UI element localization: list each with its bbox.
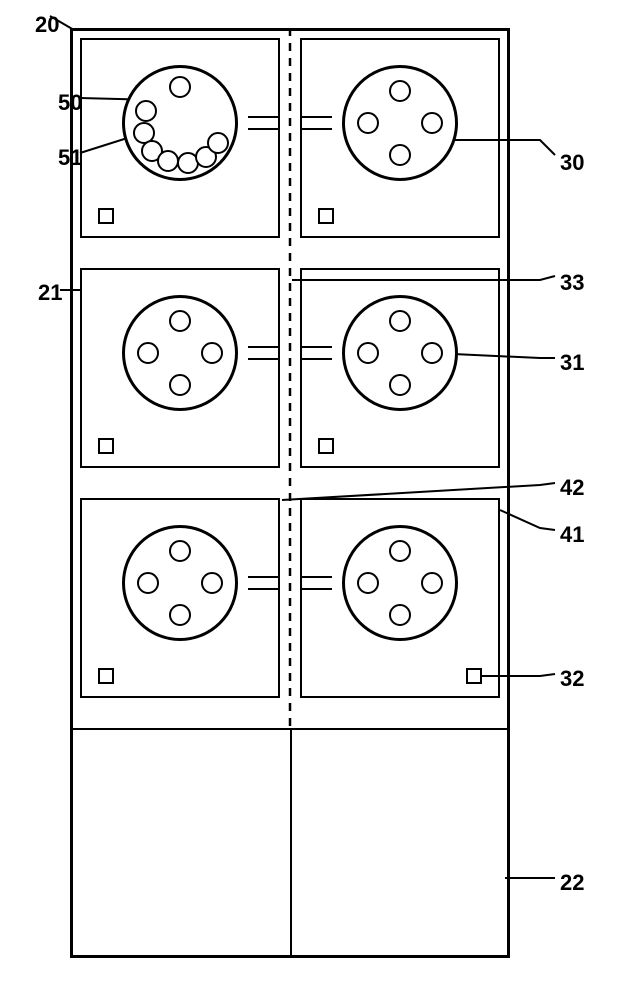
small-square-tl — [98, 208, 114, 224]
small-circle-mr-2 — [389, 374, 411, 396]
label-l20: 20 — [35, 12, 59, 38]
label-l50: 50 — [58, 90, 82, 116]
small-circle-ml-2 — [169, 374, 191, 396]
label-l22: 22 — [560, 870, 584, 896]
small-circle-ml-0 — [169, 310, 191, 332]
connector-br — [302, 576, 332, 590]
label-l41: 41 — [560, 522, 584, 548]
small-square-bl — [98, 668, 114, 684]
small-circle-tr-0 — [389, 80, 411, 102]
row-divider-bottom — [70, 728, 510, 730]
label-l33: 33 — [560, 270, 584, 296]
small-square-mr — [318, 438, 334, 454]
small-square-tr — [318, 208, 334, 224]
connector-ml — [248, 346, 278, 360]
label-l51: 51 — [58, 145, 82, 171]
small-square-ml — [98, 438, 114, 454]
small-circle-br-2 — [389, 604, 411, 626]
small-circle-tr-3 — [357, 112, 379, 134]
small-circle-bl-1 — [201, 572, 223, 594]
small-circle-mr-3 — [357, 342, 379, 364]
label-l32: 32 — [560, 666, 584, 692]
connector-tr — [302, 116, 332, 130]
small-circle-ml-3 — [137, 342, 159, 364]
connector-mr — [302, 346, 332, 360]
small-circle-mr-0 — [389, 310, 411, 332]
small-circle-tl-0 — [169, 76, 191, 98]
label-l31: 31 — [560, 350, 584, 376]
small-circle-tl-4 — [157, 150, 179, 172]
label-l42: 42 — [560, 475, 584, 501]
small-circle-br-0 — [389, 540, 411, 562]
small-circle-br-1 — [421, 572, 443, 594]
small-circle-tl-7 — [207, 132, 229, 154]
small-square-br — [466, 668, 482, 684]
small-circle-tl-1 — [135, 100, 157, 122]
small-circle-tr-2 — [389, 144, 411, 166]
connector-bl — [248, 576, 278, 590]
small-circle-ml-1 — [201, 342, 223, 364]
small-circle-tr-1 — [421, 112, 443, 134]
connector-tl — [248, 116, 278, 130]
small-circle-mr-1 — [421, 342, 443, 364]
label-l21: 21 — [38, 280, 62, 306]
lower-left-panel — [70, 728, 290, 958]
small-circle-bl-2 — [169, 604, 191, 626]
label-l30: 30 — [560, 150, 584, 176]
small-circle-bl-0 — [169, 540, 191, 562]
lower-right-panel — [290, 728, 510, 958]
small-circle-br-3 — [357, 572, 379, 594]
small-circle-bl-3 — [137, 572, 159, 594]
